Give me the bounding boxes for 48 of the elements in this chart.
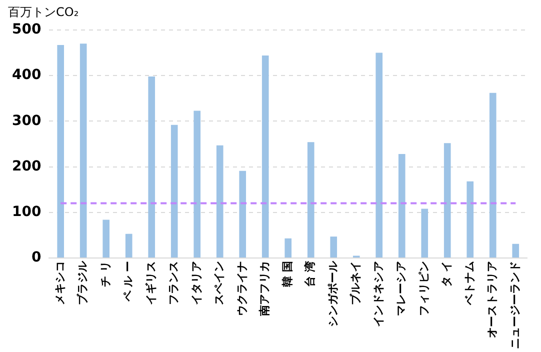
x-tick-label: ブラジル bbox=[76, 260, 90, 305]
x-tick-label: スペイン bbox=[212, 261, 226, 305]
x-tick-label: ベトナム bbox=[462, 261, 476, 306]
x-tick-label: 韓 国 bbox=[280, 261, 294, 287]
x-tick-label: メキシコ bbox=[53, 261, 66, 305]
y-tick-label: 500 bbox=[12, 22, 42, 38]
bar bbox=[398, 154, 406, 258]
x-tick-label: インドネシア bbox=[372, 261, 385, 327]
bar bbox=[489, 92, 496, 258]
y-tick-label: 400 bbox=[12, 67, 42, 84]
bar bbox=[216, 145, 224, 258]
x-tick-label: ペ ル ー bbox=[122, 261, 135, 303]
x-tick-label: ブルネイ bbox=[349, 261, 362, 305]
x-tick-label: マレーシア bbox=[394, 261, 408, 316]
x-tick-label: 南アフリカ bbox=[258, 261, 272, 317]
y-tick-label: 0 bbox=[31, 250, 42, 266]
bar bbox=[102, 220, 110, 258]
bar bbox=[148, 76, 156, 258]
bar bbox=[80, 44, 87, 258]
x-tick-label: イタリア bbox=[190, 261, 203, 305]
x-tick-label: オーストラリア bbox=[486, 261, 499, 338]
bar bbox=[194, 110, 201, 258]
y-tick-label: 100 bbox=[12, 204, 42, 220]
x-tick-label: シンガポール bbox=[326, 260, 340, 327]
x-tick-label: ニュージーランド bbox=[508, 261, 522, 349]
bar bbox=[330, 236, 338, 258]
bar bbox=[307, 142, 314, 258]
bar bbox=[284, 238, 292, 258]
x-tick-label: ウクライナ bbox=[235, 261, 248, 316]
bar bbox=[466, 181, 474, 258]
y-tick-label: 200 bbox=[12, 158, 42, 174]
y-tick-label: 300 bbox=[12, 112, 42, 129]
y-axis-title: 百万トンCO₂ bbox=[8, 4, 79, 21]
x-tick-label: チ リ bbox=[98, 261, 112, 287]
bar bbox=[376, 52, 383, 258]
x-tick-label: タ イ bbox=[440, 261, 454, 287]
x-tick-label: 台 湾 bbox=[304, 260, 317, 287]
bar bbox=[239, 170, 246, 258]
x-tick-label: イギリス bbox=[144, 261, 158, 305]
bar bbox=[125, 234, 132, 258]
bar bbox=[421, 208, 428, 258]
bar bbox=[512, 244, 520, 258]
bar bbox=[170, 124, 178, 258]
bar bbox=[444, 143, 451, 258]
bar bbox=[262, 56, 269, 258]
x-tick-label: フィリピン bbox=[417, 261, 430, 316]
x-tick-label: フランス bbox=[167, 261, 180, 305]
bar bbox=[57, 45, 64, 258]
